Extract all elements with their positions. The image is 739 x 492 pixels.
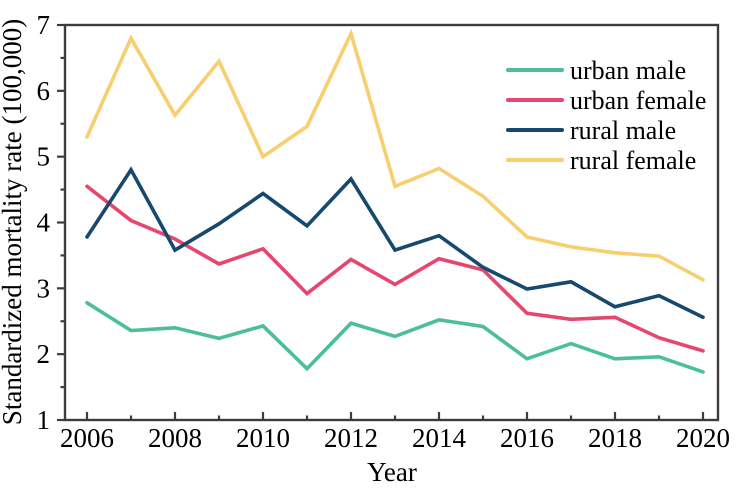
y-tick-label: 7 [37, 10, 51, 40]
legend-label: rural male [570, 116, 676, 145]
legend-label: urban female [570, 86, 706, 115]
x-tick-label: 2018 [588, 423, 642, 453]
legend-item-urban-male: urban male [506, 56, 686, 85]
x-axis-title: Year [367, 457, 417, 487]
y-tick-label: 6 [37, 76, 51, 106]
series-lines [85, 28, 705, 374]
y-axis-title: Standardized mortality rate (100,000) [0, 19, 27, 425]
x-tick-label: 2008 [148, 423, 202, 453]
x-tick-label: 2006 [60, 423, 114, 453]
series-line-urban-female [85, 184, 705, 353]
y-tick-label: 2 [37, 339, 51, 369]
series-line-urban-male [85, 300, 705, 374]
axes: 2006 2008 2010 2012 2014 2016 2018 2020 1 2 3 4 5 6 7 [37, 10, 731, 453]
legend-label: rural female [570, 146, 696, 175]
x-tick-label: 2010 [236, 423, 290, 453]
series-line-rural-female [85, 28, 705, 282]
legend-label: urban male [570, 56, 686, 85]
series-line-rural-male [85, 166, 705, 320]
legend-item-urban-female: urban female [506, 86, 706, 115]
legend-item-rural-female: rural female [506, 146, 696, 175]
x-tick-label: 2014 [412, 423, 467, 453]
x-tick-label: 2020 [676, 423, 730, 453]
y-tick-label: 1 [37, 405, 51, 435]
y-tick-label: 5 [37, 142, 51, 172]
x-tick-label: 2016 [500, 423, 554, 453]
legend-item-rural-male: rural male [506, 116, 676, 145]
y-tick-label: 4 [37, 208, 51, 238]
y-tick-label: 3 [37, 273, 51, 303]
x-tick-label: 2012 [324, 423, 378, 453]
